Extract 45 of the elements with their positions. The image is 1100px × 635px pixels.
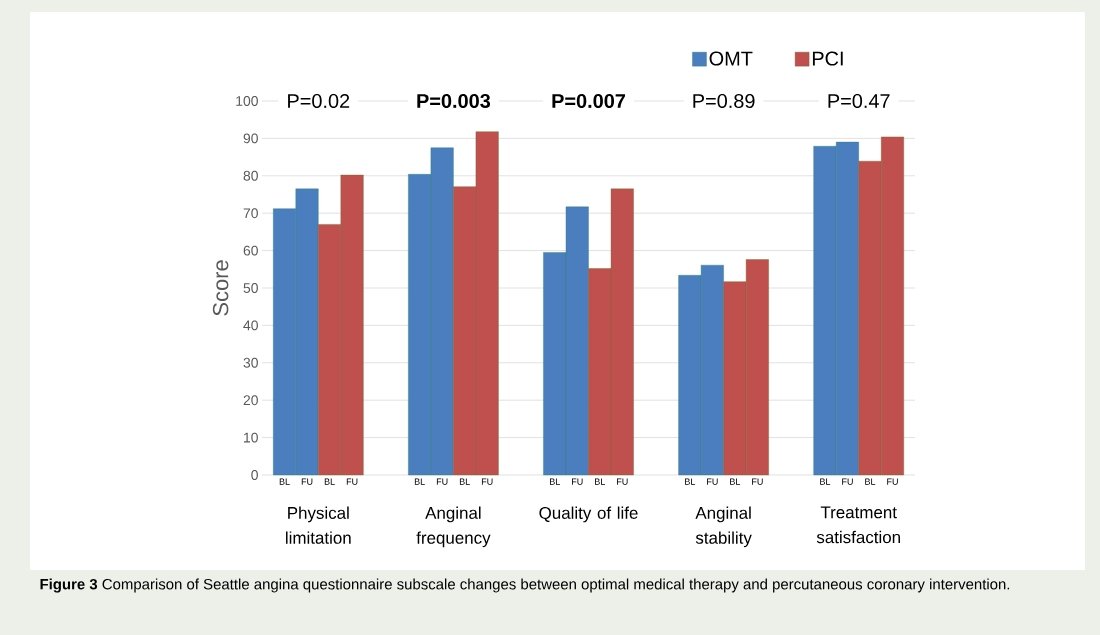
y-tick-label: 30 xyxy=(243,357,258,368)
x-tick-label: BL xyxy=(324,478,335,485)
text: Treatment satisfaction xyxy=(816,506,900,544)
y-tick-label: 50 xyxy=(243,283,258,293)
y-tick-label: 100 xyxy=(236,96,258,106)
x-tick-label: FU xyxy=(346,478,358,485)
x-tick-label: BL xyxy=(820,478,831,485)
annotation: P=0.007 xyxy=(552,93,626,109)
text: Anginal frequency xyxy=(416,506,491,548)
x-tick-label: FU xyxy=(707,478,718,485)
y-tick-label: 60 xyxy=(243,245,258,256)
x-tick-label: FU xyxy=(887,478,898,485)
x-tick-label: BL xyxy=(459,478,470,485)
legend-label: OMT xyxy=(709,51,753,66)
y-tick-label: 20 xyxy=(243,395,258,406)
y-tick-label: 40 xyxy=(243,320,258,331)
text: Figure 3 Comparison of Seattle angina questionnaire subscale changes between optimal medical therapy and percutaneous coronary intervention. xyxy=(40,578,1010,593)
x-tick-label: BL xyxy=(685,478,696,485)
text: Physical limitation xyxy=(286,506,351,544)
x-tick-label: FU xyxy=(572,478,583,485)
y-tick-label: 0 xyxy=(251,470,258,480)
y-tick-label: 10 xyxy=(244,432,258,443)
y-axis-title: Score xyxy=(212,260,229,316)
x-tick-label: BL xyxy=(865,478,876,485)
annotation: P=0.89 xyxy=(693,93,755,109)
x-tick-label: BL xyxy=(549,478,560,485)
y-tick-label: 70 xyxy=(243,208,258,219)
x-tick-label: FU xyxy=(481,478,493,485)
text: Anginal stability xyxy=(695,506,752,548)
x-tick-label: FU xyxy=(842,478,853,485)
text: Quality of life xyxy=(539,506,638,523)
x-tick-label: FU xyxy=(752,478,763,485)
x-tick-label: BL xyxy=(730,478,741,485)
y-tick-label: 90 xyxy=(243,133,258,144)
x-tick-label: FU xyxy=(436,478,448,485)
annotation: P=0.003 xyxy=(417,93,491,109)
legend-label: PCI xyxy=(812,51,843,66)
annotation: P=0.02 xyxy=(288,93,350,109)
annotation: P=0.47 xyxy=(828,93,890,109)
x-tick-label: BL xyxy=(595,478,605,485)
x-tick-label: BL xyxy=(279,478,290,485)
x-tick-label: FU xyxy=(301,478,313,485)
x-tick-label: BL xyxy=(414,478,425,485)
x-tick-label: FU xyxy=(617,478,628,485)
y-tick-label: 80 xyxy=(243,170,258,181)
